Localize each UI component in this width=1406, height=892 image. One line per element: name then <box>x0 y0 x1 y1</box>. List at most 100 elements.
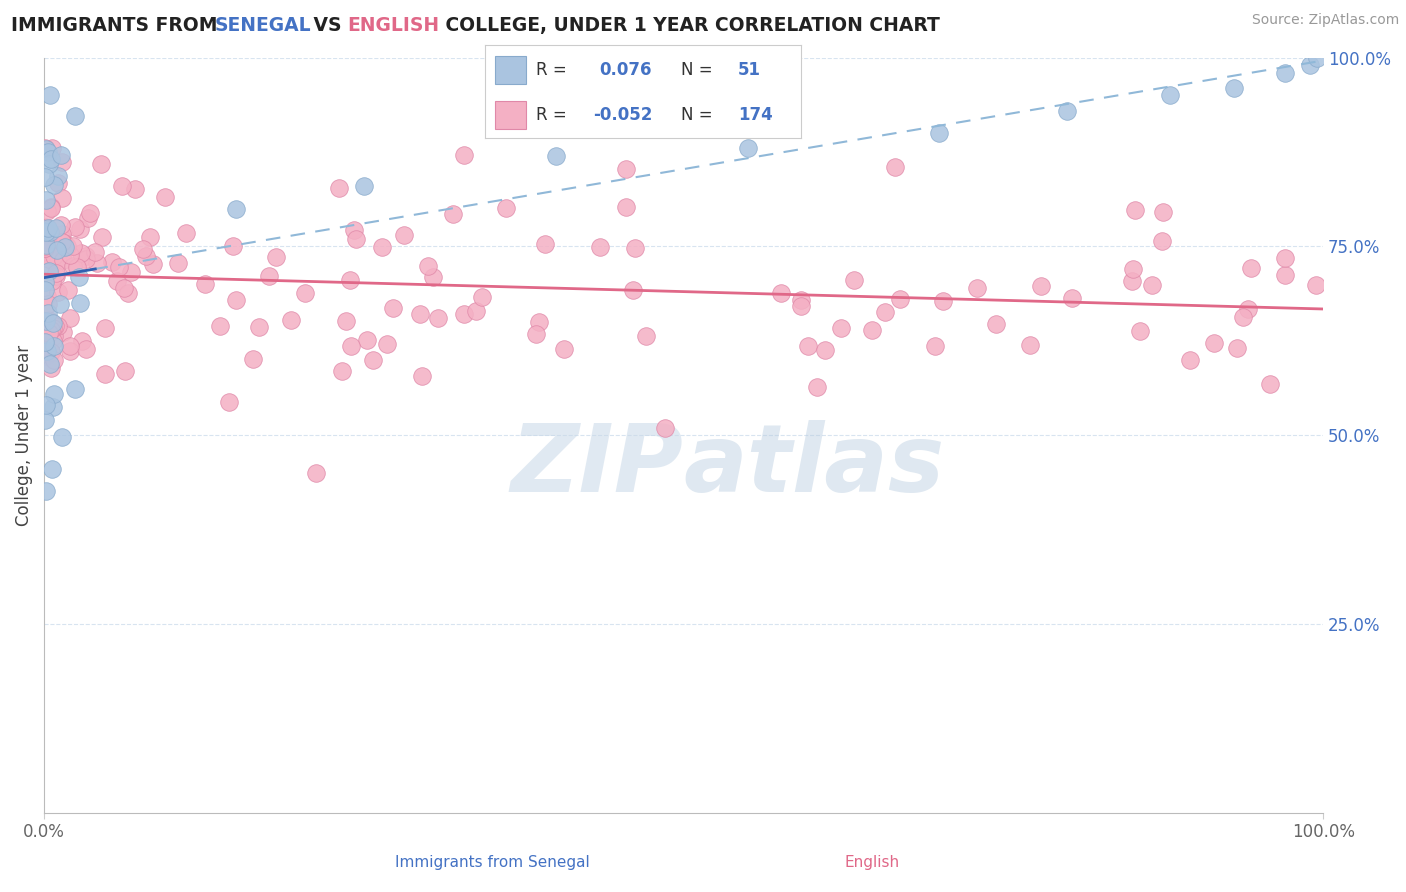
Point <box>34 170 56 185</box>
Point <box>873 305 896 319</box>
Point <box>45 221 67 235</box>
Point <box>79 206 101 220</box>
Point <box>34 238 56 252</box>
Point <box>132 242 155 256</box>
Point <box>52 252 75 267</box>
Point <box>35 238 58 252</box>
Point <box>353 179 375 194</box>
Point <box>52 325 75 339</box>
Text: N =: N = <box>681 106 713 124</box>
Point <box>860 323 883 337</box>
Point <box>621 283 644 297</box>
Point <box>984 317 1007 331</box>
Point <box>86 255 108 269</box>
Point <box>62 238 84 252</box>
Point <box>34 193 56 207</box>
Point <box>471 290 494 304</box>
Point <box>259 269 281 284</box>
Point <box>112 281 135 295</box>
Point <box>1274 251 1296 265</box>
Point <box>371 240 394 254</box>
Point <box>52 241 75 255</box>
Text: ENGLISH: ENGLISH <box>347 16 440 35</box>
Point <box>654 420 676 434</box>
Point <box>39 201 62 215</box>
Point <box>67 270 90 285</box>
Point <box>42 387 65 401</box>
Point <box>66 260 89 275</box>
Text: IMMIGRANTS FROM: IMMIGRANTS FROM <box>11 16 224 35</box>
Point <box>45 243 67 257</box>
Text: 51: 51 <box>738 61 761 78</box>
Text: COLLEGE, UNDER 1 YEAR CORRELATION CHART: COLLEGE, UNDER 1 YEAR CORRELATION CHART <box>439 16 939 35</box>
Point <box>361 352 384 367</box>
Point <box>42 256 65 270</box>
Point <box>1159 88 1181 103</box>
Point <box>1150 235 1173 249</box>
Text: ZIP: ZIP <box>510 419 683 511</box>
Point <box>63 219 86 234</box>
Point <box>34 241 56 255</box>
Point <box>51 241 73 255</box>
Point <box>41 462 63 476</box>
Point <box>51 235 73 250</box>
Point <box>35 222 58 236</box>
Point <box>382 301 405 315</box>
Point <box>495 201 517 215</box>
Point <box>59 310 82 325</box>
Point <box>375 336 398 351</box>
Point <box>932 293 955 308</box>
Point <box>135 249 157 263</box>
Point <box>544 149 567 163</box>
Point <box>305 466 328 480</box>
Point <box>38 252 60 266</box>
Point <box>1178 353 1201 368</box>
Point <box>330 364 353 378</box>
Point <box>1299 58 1322 72</box>
Text: Source: ZipAtlas.com: Source: ZipAtlas.com <box>1251 13 1399 28</box>
Point <box>35 204 58 219</box>
Point <box>790 293 813 308</box>
Point <box>45 266 67 280</box>
Point <box>1222 81 1244 95</box>
Point <box>441 207 464 221</box>
Point <box>35 343 58 358</box>
Point <box>111 178 134 193</box>
Point <box>280 313 302 327</box>
Point <box>335 313 357 327</box>
Point <box>889 292 911 306</box>
Point <box>1029 278 1052 293</box>
Point <box>69 296 91 310</box>
Point <box>49 148 72 162</box>
Bar <box>495 56 526 84</box>
Point <box>94 321 117 335</box>
Point <box>1239 260 1261 275</box>
Point <box>51 155 73 169</box>
Text: 174: 174 <box>738 106 773 124</box>
Point <box>34 220 56 235</box>
Text: 0.076: 0.076 <box>599 61 651 78</box>
Point <box>34 141 56 155</box>
Point <box>209 319 232 334</box>
Point <box>1123 203 1146 218</box>
Point <box>56 283 79 297</box>
Point <box>553 343 575 357</box>
Point <box>51 218 73 232</box>
Point <box>39 315 62 329</box>
Point <box>35 350 58 364</box>
Point <box>38 263 60 277</box>
Point <box>37 221 59 235</box>
Point <box>69 222 91 236</box>
Text: -0.052: -0.052 <box>592 106 652 124</box>
Point <box>814 343 837 357</box>
Point <box>634 328 657 343</box>
Point <box>35 225 58 239</box>
Point <box>797 339 820 353</box>
Point <box>62 259 84 273</box>
Point <box>35 314 58 328</box>
Point <box>1122 262 1144 277</box>
Point <box>194 277 217 291</box>
Point <box>51 430 73 444</box>
Point <box>153 190 176 204</box>
Point <box>83 244 105 259</box>
